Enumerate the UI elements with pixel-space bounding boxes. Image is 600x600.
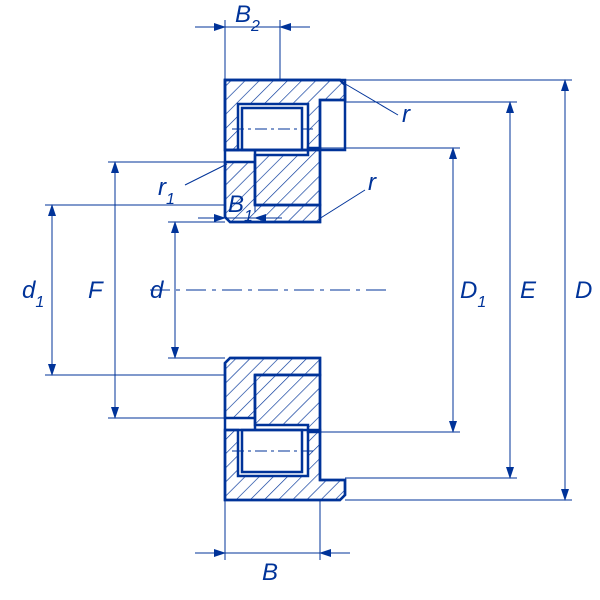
svg-text:r1: r1	[158, 174, 175, 208]
label-r-mid: r	[319, 169, 377, 219]
dim-B: B	[195, 553, 350, 586]
label-D1-base: D	[460, 277, 477, 304]
svg-text:B2: B2	[235, 1, 260, 35]
label-d1-sub: 1	[35, 294, 44, 311]
inner-ring-lower	[225, 358, 320, 432]
svg-text:D1: D1	[460, 277, 486, 311]
label-d: d	[150, 277, 164, 304]
svg-text:r: r	[368, 169, 377, 196]
svg-text:D: D	[575, 277, 592, 304]
svg-text:r: r	[402, 101, 411, 128]
label-B: B	[262, 559, 278, 586]
label-r-top: r	[342, 82, 411, 128]
svg-text:B: B	[262, 559, 278, 586]
svg-text:F: F	[88, 277, 104, 304]
label-r1: r1	[158, 164, 227, 208]
bearing-diagram: D E D1 r r d1 F d r1 B2	[0, 0, 600, 600]
label-D1-sub: 1	[477, 294, 486, 311]
label-D: D	[575, 277, 592, 304]
label-d1-base: d	[22, 277, 36, 304]
label-E: E	[520, 277, 537, 304]
dim-B2: B2	[195, 1, 310, 35]
label-F: F	[88, 277, 104, 304]
svg-text:E: E	[520, 277, 537, 304]
svg-text:d: d	[150, 277, 164, 304]
svg-text:d1: d1	[22, 277, 44, 311]
